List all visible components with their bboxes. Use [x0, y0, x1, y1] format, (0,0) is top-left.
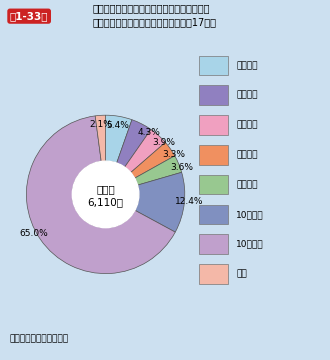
- Wedge shape: [106, 115, 132, 163]
- Text: 5.4%: 5.4%: [106, 121, 129, 130]
- Text: 10年以上: 10年以上: [236, 240, 264, 249]
- Text: 12.4%: 12.4%: [175, 197, 203, 206]
- Bar: [199, 264, 228, 284]
- Text: 合　計: 合 計: [96, 184, 115, 194]
- Text: 65.0%: 65.0%: [19, 229, 48, 238]
- Text: ５年未満: ５年未満: [236, 180, 258, 189]
- Wedge shape: [117, 120, 151, 167]
- Wedge shape: [95, 115, 106, 161]
- Text: 10年未満: 10年未満: [236, 210, 264, 219]
- Text: 3.3%: 3.3%: [163, 150, 185, 159]
- Bar: [199, 234, 228, 254]
- Text: 2.1%: 2.1%: [89, 120, 113, 129]
- Bar: [199, 175, 228, 194]
- Wedge shape: [131, 143, 175, 178]
- Bar: [199, 115, 228, 135]
- Text: １年未満: １年未満: [236, 61, 258, 70]
- Bar: [199, 145, 228, 165]
- Bar: [199, 204, 228, 224]
- Wedge shape: [135, 172, 185, 232]
- Text: 3.9%: 3.9%: [152, 138, 175, 147]
- Text: 3.6%: 3.6%: [170, 163, 193, 172]
- Wedge shape: [125, 130, 165, 172]
- Circle shape: [72, 161, 139, 228]
- Text: 自動車等による死亡事故発生件数（第１当事
者）の免許取得経過年数別内訳（平成17年）: 自動車等による死亡事故発生件数（第１当事 者）の免許取得経過年数別内訳（平成17…: [92, 3, 216, 27]
- Bar: [199, 55, 228, 75]
- Text: ４年未満: ４年未満: [236, 150, 258, 159]
- Text: ２年未満: ２年未満: [236, 91, 258, 100]
- Bar: [199, 85, 228, 105]
- Text: ３年未満: ３年未満: [236, 121, 258, 130]
- Text: 4.3%: 4.3%: [137, 128, 160, 137]
- Text: 6,110件: 6,110件: [87, 197, 124, 207]
- Text: 不明: 不明: [236, 270, 247, 279]
- Wedge shape: [26, 116, 175, 274]
- Wedge shape: [135, 156, 182, 185]
- Text: 注　警察庁資料による。: 注 警察庁資料による。: [10, 334, 69, 343]
- Text: 第1-33図: 第1-33図: [10, 11, 49, 21]
